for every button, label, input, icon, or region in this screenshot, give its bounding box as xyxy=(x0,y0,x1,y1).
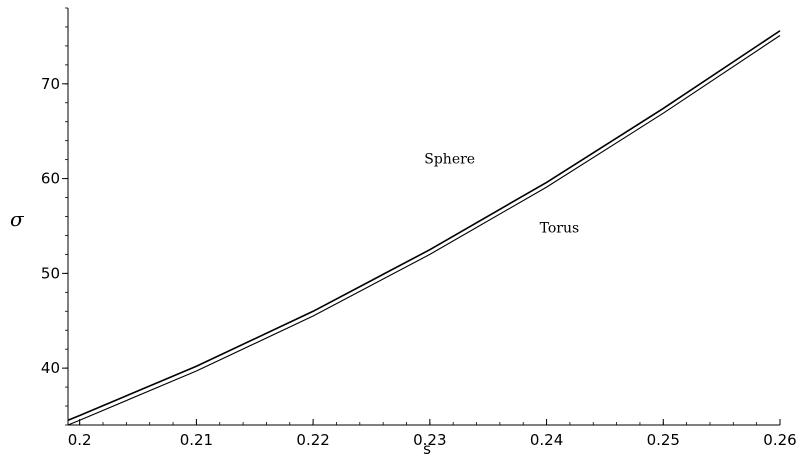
annotation-torus: Torus xyxy=(540,221,580,237)
x-tick-label: 0.22 xyxy=(296,431,329,449)
x-ticks: 0.2 0.21 0.22 0.23 0.24 0.25 0.26 xyxy=(68,419,797,449)
x-tick-label: 0.2 xyxy=(68,431,92,449)
y-axis-label: σ xyxy=(10,207,25,231)
x-tick-label: 0.23 xyxy=(413,431,446,449)
y-tick-label: 60 xyxy=(41,170,60,188)
x-axis-label: s xyxy=(423,440,431,455)
y-ticks: 40 50 60 70 xyxy=(41,7,68,426)
annotation-sphere: Sphere xyxy=(424,151,475,167)
y-tick-label: 40 xyxy=(41,359,60,377)
series-line-torus xyxy=(67,35,781,426)
x-tick-label: 0.24 xyxy=(530,431,563,449)
x-tick-label: 0.21 xyxy=(180,431,213,449)
axes xyxy=(67,8,780,426)
x-tick-label: 0.26 xyxy=(763,431,796,449)
y-tick-label: 70 xyxy=(41,75,60,93)
y-tick-label: 50 xyxy=(41,264,60,282)
annotations: Sphere Torus xyxy=(424,151,579,236)
series-group xyxy=(67,30,781,426)
x-tick-label: 0.25 xyxy=(647,431,680,449)
series-line-sphere xyxy=(67,30,781,422)
